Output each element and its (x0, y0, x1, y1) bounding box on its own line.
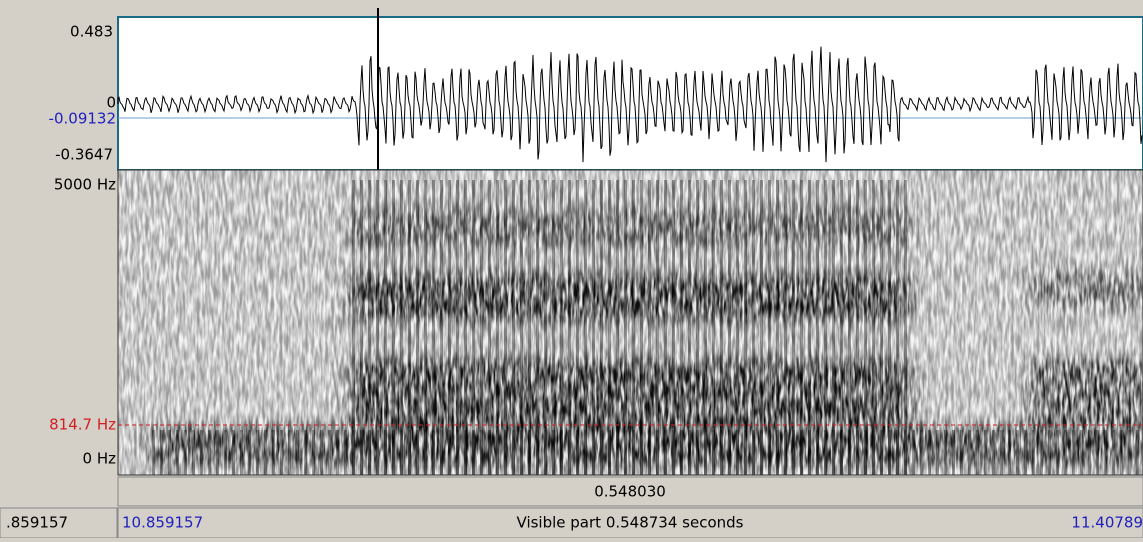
selection-bar[interactable] (117, 476, 1143, 507)
spectrogram-border (117, 169, 1143, 476)
start-time: 10.859157 (122, 514, 203, 532)
spectrogram (118, 170, 1143, 475)
amp-cursor: -0.09132 (49, 110, 116, 128)
waveform (117, 46, 1143, 163)
freq-top: 5000 Hz (54, 176, 116, 194)
striations (150, 430, 1143, 475)
freq-cursor: 814.7 Hz (49, 416, 116, 434)
waveform-trace (117, 46, 1143, 163)
amp-min: -0.3647 (55, 146, 113, 164)
visible-part: Visible part 0.548734 seconds (517, 514, 744, 532)
freq-bottom: 0 Hz (83, 450, 117, 468)
visible-bar[interactable] (117, 507, 1143, 539)
end-time: 11.40789 (1071, 514, 1143, 532)
amp-max: 0.483 (70, 23, 113, 41)
amp-zero: 0 (106, 94, 116, 112)
left-time: .859157 (6, 514, 68, 532)
left-segment[interactable] (0, 507, 118, 539)
selection-duration: 0.548030 (594, 483, 666, 501)
striations (350, 180, 910, 475)
